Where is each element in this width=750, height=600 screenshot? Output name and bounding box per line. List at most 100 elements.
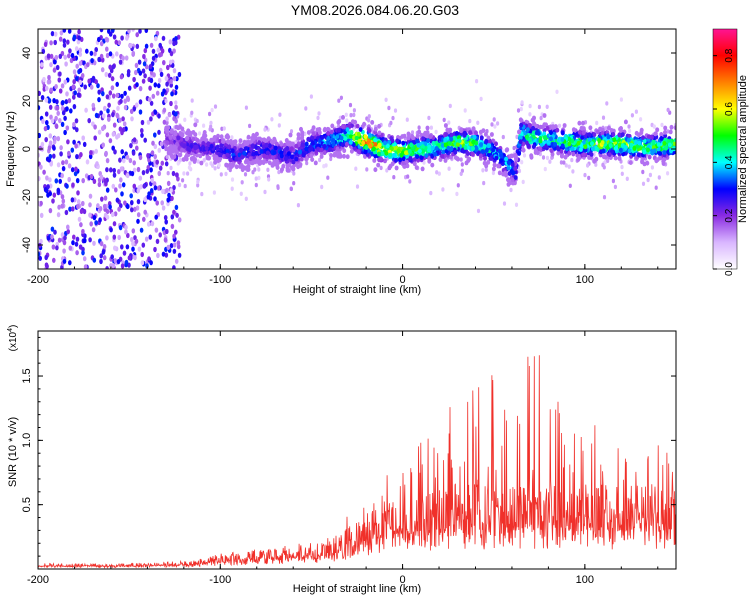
spectral-ridge-blob	[594, 156, 599, 162]
spectral-noise-blob	[126, 232, 130, 239]
spectral-ridge-blob	[444, 132, 449, 137]
spectral-halo-blob	[213, 166, 217, 171]
spectral-ridge-blob	[168, 135, 173, 140]
spectral-noise-blob	[62, 42, 67, 48]
spectral-noise-blob	[136, 199, 141, 205]
spectral-noise-blob	[163, 215, 168, 221]
spectral-noise-blob	[82, 256, 87, 262]
spectral-halo-blob	[391, 115, 395, 121]
spectral-halo-blob	[606, 158, 610, 163]
spectral-halo-blob	[263, 189, 267, 195]
spectral-noise-blob	[111, 183, 116, 189]
spectral-ridge-blob	[567, 151, 572, 156]
spectral-noise-blob	[124, 224, 128, 230]
spectral-noise-blob	[83, 264, 88, 269]
spectral-noise-blob	[50, 30, 55, 37]
spectral-noise-blob	[55, 64, 60, 71]
spectral-noise-blob	[170, 195, 174, 201]
spectral-noise-blob	[73, 90, 77, 96]
spectral-ridge-blob	[404, 159, 409, 165]
spectral-ridge-blob	[275, 165, 280, 171]
spectral-noise-blob	[93, 51, 97, 57]
spectral-noise-blob	[135, 43, 140, 50]
spectral-halo-blob	[448, 103, 452, 109]
spectral-noise-blob	[149, 167, 153, 173]
spectral-noise-blob	[153, 154, 157, 160]
spectral-noise-blob	[136, 212, 141, 218]
spectral-ridge-blob	[273, 145, 278, 151]
spectral-ridge-blob	[571, 151, 576, 157]
spectral-noise-blob	[118, 59, 123, 65]
spectral-ridge-blob	[668, 129, 673, 135]
spectral-halo-blob	[305, 160, 309, 166]
spectral-noise-blob	[170, 214, 175, 220]
spectral-noise-blob	[135, 102, 139, 108]
spectral-ridge-blob	[658, 151, 662, 157]
spectral-ridge-blob	[416, 142, 421, 148]
spectral-ridge-blob	[289, 146, 294, 152]
spectral-noise-blob	[105, 46, 109, 52]
spectral-halo-blob	[648, 172, 653, 178]
spectral-ridge-blob	[431, 140, 436, 146]
spectral-noise-blob	[99, 41, 104, 47]
spectral-noise-blob	[60, 173, 64, 179]
spectral-ridge-blob	[294, 143, 299, 149]
spectral-noise-blob	[117, 206, 121, 212]
spectral-noise-blob	[123, 200, 127, 206]
spectral-noise-blob	[160, 91, 165, 97]
spectral-ridge-blob	[377, 130, 382, 136]
spectral-halo-blob	[496, 121, 500, 126]
spectral-noise-blob	[87, 78, 91, 84]
y-tick-label: 1.0	[21, 433, 33, 448]
spectral-noise-blob	[69, 108, 73, 114]
spectral-ridge-blob	[663, 133, 668, 139]
spectral-halo-blob	[641, 169, 645, 175]
spectral-noise-blob	[120, 244, 124, 250]
spectral-ridge-blob	[545, 125, 550, 131]
spectral-ridge-blob	[590, 146, 595, 152]
spectral-ridge-blob	[217, 157, 222, 163]
spectral-ridge-blob	[254, 150, 259, 156]
spectral-noise-blob	[49, 114, 53, 120]
spectral-noise-blob	[68, 48, 72, 54]
spectral-ridge-blob	[377, 142, 382, 148]
spectral-ridge-blob	[430, 153, 435, 159]
spectral-ridge-blob	[204, 146, 209, 151]
spectral-ridge-blob	[264, 142, 269, 148]
spectral-ridge-blob	[491, 166, 496, 172]
spectral-halo-blob	[213, 104, 218, 109]
spectral-noise-blob	[169, 79, 173, 85]
spectral-noise-blob	[150, 150, 155, 156]
spectral-halo-blob	[318, 157, 322, 163]
spectral-ridge-blob	[404, 150, 408, 156]
spectral-ridge-blob	[342, 153, 346, 159]
spectral-ridge-blob	[449, 136, 454, 142]
spectral-noise-blob	[162, 60, 166, 66]
spectral-noise-blob	[61, 166, 66, 172]
spectral-noise-blob	[129, 43, 133, 49]
spectral-noise-blob	[92, 215, 97, 221]
spectral-noise-blob	[65, 125, 70, 131]
spectral-noise-blob	[93, 135, 97, 141]
spectral-noise-blob	[58, 36, 63, 42]
spectral-ridge-blob	[577, 129, 582, 135]
spectral-noise-blob	[131, 50, 136, 57]
spectral-ridge-blob	[322, 150, 327, 156]
spectral-halo-blob	[630, 113, 635, 118]
spectral-noise-blob	[159, 71, 164, 77]
spectral-halo-blob	[627, 124, 631, 129]
spectral-noise-blob	[75, 154, 79, 160]
spectral-noise-blob	[144, 236, 149, 242]
x-tick-label: -200	[27, 574, 49, 586]
spectral-halo-blob	[625, 176, 629, 181]
spectral-noise-blob	[54, 178, 59, 184]
spectral-ridge-blob	[623, 119, 628, 125]
spectral-noise-blob	[96, 83, 100, 89]
spectral-ridge-blob	[509, 153, 513, 159]
spectral-noise-blob	[112, 122, 117, 128]
spectral-ridge-blob	[606, 125, 611, 131]
spectral-ridge-blob	[661, 161, 666, 167]
spectral-noise-blob	[112, 221, 117, 227]
spectral-noise-blob	[72, 94, 76, 100]
spectral-noise-blob	[91, 102, 96, 108]
